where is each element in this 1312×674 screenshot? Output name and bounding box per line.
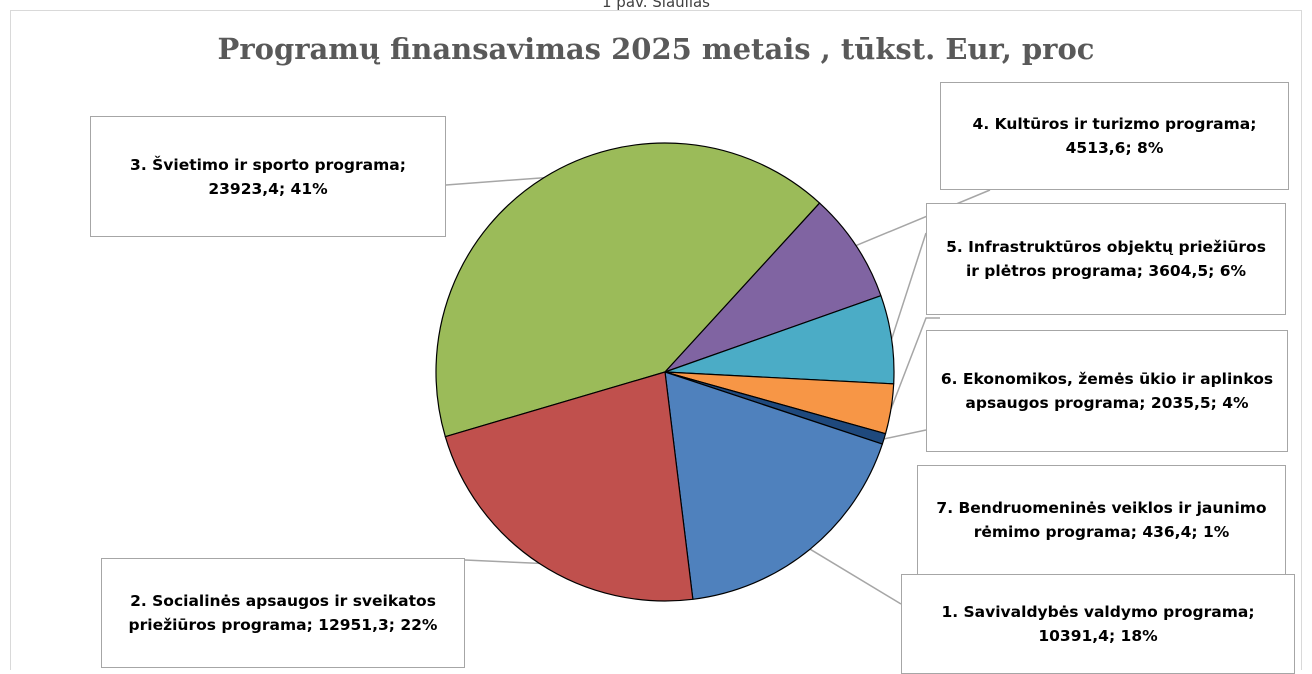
leader-line-6 <box>890 317 940 410</box>
pie-slices <box>435 142 895 602</box>
leader-line-7 <box>883 429 927 440</box>
data-label-6: 6. Ekonomikos, žemės ūkio ir aplinkos ap… <box>926 330 1288 452</box>
data-label-2: 2. Socialinės apsaugos ir sveikatos prie… <box>101 558 465 668</box>
leader-line-5 <box>890 232 927 340</box>
leader-line-1 <box>809 548 902 605</box>
leader-line-2 <box>464 559 540 565</box>
chart-frame <box>10 10 1302 670</box>
leader-lines <box>445 176 991 605</box>
pie-slice-2 <box>444 371 694 602</box>
leader-line-3 <box>445 176 544 186</box>
data-label-1: 1. Savivaldybės valdymo programa; 10391,… <box>901 574 1295 674</box>
pie-chart <box>435 142 991 605</box>
figure-caption: 1 pav. Šiaulias <box>601 0 710 11</box>
data-label-5: 5. Infrastruktūros objektų priežiūros ir… <box>926 203 1286 315</box>
pie-slice-1 <box>664 371 883 600</box>
leader-line-4 <box>855 189 991 247</box>
pie-slice-4 <box>664 202 882 373</box>
chart-title: Programų finansavimas 2025 metais , tūks… <box>217 32 1095 66</box>
pie-slice-3 <box>435 142 821 438</box>
data-label-3: 3. Švietimo ir sporto programa; 23923,4;… <box>90 116 446 237</box>
data-label-7: 7. Bendruomeninės veiklos ir jaunimo rėm… <box>917 465 1286 575</box>
data-label-4: 4. Kultūros ir turizmo programa; 4513,6;… <box>940 82 1289 190</box>
